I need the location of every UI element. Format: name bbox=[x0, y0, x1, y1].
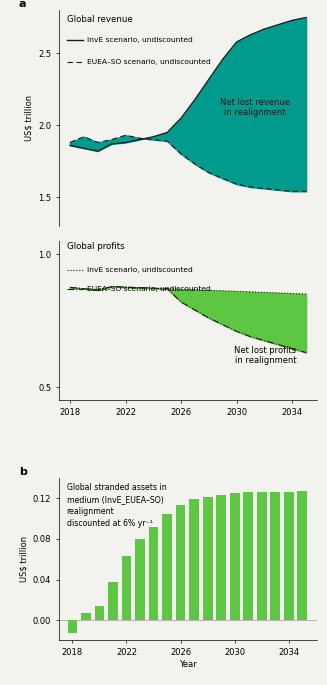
Bar bbox=[203, 497, 213, 620]
Bar bbox=[284, 492, 294, 620]
Bar bbox=[81, 613, 91, 620]
Text: Net lost revenue
in realignment: Net lost revenue in realignment bbox=[220, 97, 290, 117]
Bar bbox=[270, 492, 280, 620]
Text: InvE scenario, undiscounted: InvE scenario, undiscounted bbox=[87, 38, 193, 43]
Text: Global stranded assets in
medium (InvE_EUEA–SO)
realignment
discounted at 6% yr⁻: Global stranded assets in medium (InvE_E… bbox=[67, 483, 166, 528]
Text: b: b bbox=[19, 466, 27, 477]
Bar bbox=[257, 492, 267, 620]
Bar bbox=[95, 606, 104, 620]
Text: Global profits: Global profits bbox=[67, 242, 124, 251]
Bar bbox=[122, 556, 131, 620]
Bar bbox=[135, 539, 145, 620]
Bar bbox=[67, 620, 77, 634]
Text: Global revenue: Global revenue bbox=[67, 14, 132, 23]
Bar bbox=[298, 491, 307, 620]
Bar bbox=[149, 527, 158, 620]
X-axis label: Year: Year bbox=[179, 660, 197, 669]
Text: a: a bbox=[19, 0, 26, 10]
Y-axis label: US$ trillion: US$ trillion bbox=[20, 536, 28, 582]
Text: Net lost profits
in realignment: Net lost profits in realignment bbox=[234, 346, 297, 366]
Y-axis label: US$ trillion: US$ trillion bbox=[25, 95, 34, 141]
Bar bbox=[162, 514, 172, 620]
Bar bbox=[176, 506, 185, 620]
Bar bbox=[230, 493, 240, 620]
Bar bbox=[189, 499, 199, 620]
Bar bbox=[243, 492, 253, 620]
Text: EUEA–SO scenario, undiscounted: EUEA–SO scenario, undiscounted bbox=[87, 286, 211, 292]
Text: InvE scenario, undiscounted: InvE scenario, undiscounted bbox=[87, 266, 193, 273]
Bar bbox=[108, 582, 118, 620]
Text: EUEA–SO scenario, undiscounted: EUEA–SO scenario, undiscounted bbox=[87, 59, 211, 65]
Bar bbox=[216, 495, 226, 620]
